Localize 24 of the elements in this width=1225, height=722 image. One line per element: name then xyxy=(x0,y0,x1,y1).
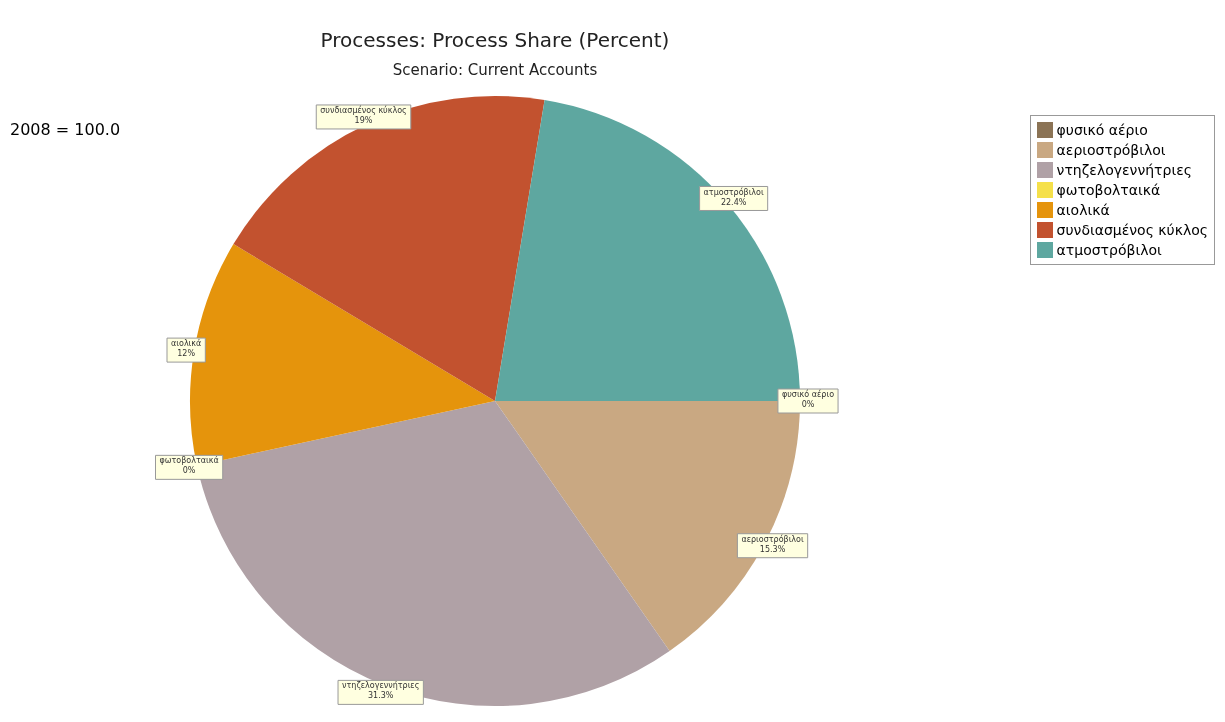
legend-label: ατμοστρόβιλοι xyxy=(1056,242,1162,258)
slice-label: ντηζελογεννήτριες xyxy=(342,681,420,691)
data-label: 15.3% xyxy=(759,544,786,554)
slice-label: αεριοστρόβιλοι xyxy=(741,533,804,544)
data-label: 12% xyxy=(177,349,196,359)
legend-label: φυσικό αέριο xyxy=(1056,122,1148,138)
legend-label: αεριοστρόβιλοι xyxy=(1056,142,1166,158)
chart-subtitle: Scenario: Current Accounts xyxy=(392,60,598,79)
legend-label: αιολικά xyxy=(1056,202,1110,218)
category-label: φυσικό αέριο xyxy=(781,390,835,400)
data-label: 22.4% xyxy=(720,197,747,207)
slice-label: ατμοστρόβιλοι xyxy=(703,186,764,197)
text: 0% xyxy=(801,400,815,410)
text: 0% xyxy=(182,466,196,476)
category-label: φωτοβολταικά xyxy=(159,456,219,466)
chart-title: Processes: Process Share (Percent) xyxy=(320,28,670,53)
legend-label: ντηζελογεννήτριες xyxy=(1056,162,1192,178)
slice-label: αιολικά xyxy=(171,339,202,349)
data-label: 31.3% xyxy=(367,691,394,701)
text: 2008 = 100.0 xyxy=(10,120,121,139)
slice-label: συνδιασμένος κύκλος xyxy=(320,105,407,116)
legend-label: συνδιασμένος κύκλος xyxy=(1056,222,1208,238)
legend-label: φωτοβολταικά xyxy=(1056,182,1161,198)
data-label: 19% xyxy=(354,116,373,126)
